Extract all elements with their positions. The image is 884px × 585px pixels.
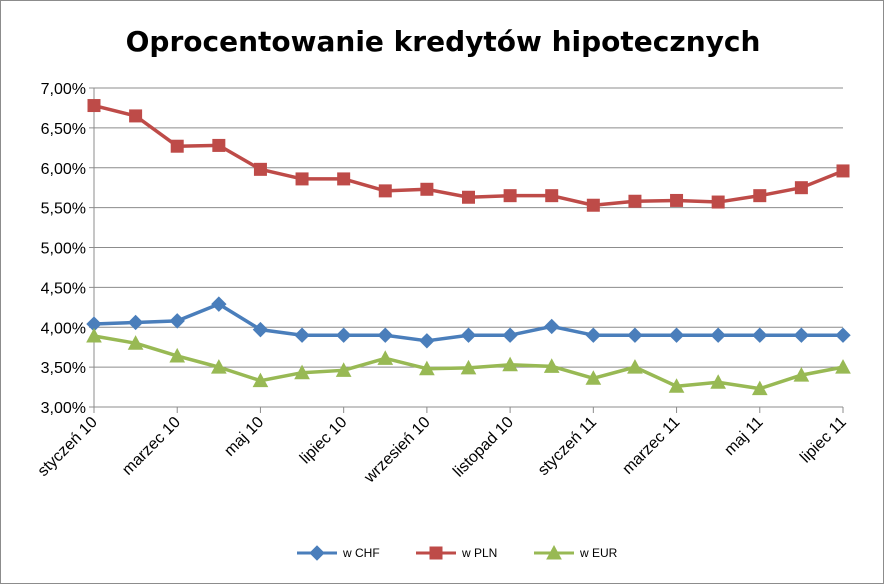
y-tick-label: 3,00% [41,400,86,417]
data-point [252,372,269,388]
data-point [129,109,143,123]
data-point [751,380,768,396]
legend-label: w EUR [579,546,618,560]
legend-item: w CHF [297,545,380,561]
data-point [212,138,226,152]
y-tick-label: 5,00% [41,241,86,258]
data-point [752,327,768,343]
legend-marker [429,546,443,560]
data-point [544,318,560,335]
data-point [169,347,186,363]
data-point [295,172,309,186]
y-tick-label: 5,50% [41,201,86,218]
data-point [127,335,144,350]
data-point [585,370,602,385]
data-point [627,359,643,374]
data-point [545,189,559,203]
data-point [628,194,642,208]
x-tick-label: listopad 10 [450,414,517,481]
y-tick-label: 6,50% [41,121,86,138]
data-point [586,198,600,212]
data-point [462,190,475,204]
data-point [170,139,184,153]
data-point [211,296,227,312]
data-point [377,350,394,365]
grid-layer [94,87,843,368]
legend-item: w EUR [534,544,618,560]
data-point [794,181,808,195]
data-point [710,327,726,343]
data-point [793,367,810,382]
y-tick-label: 4,50% [41,280,86,297]
x-tick-label: maj 11 [721,414,766,459]
data-point [503,189,517,203]
data-point [710,374,727,389]
legend-label: w CHF [342,546,380,560]
x-tick-label: lipiec 11 [797,414,850,467]
legend-item: w PLN [416,546,497,560]
y-tick-label: 3,50% [41,360,86,377]
series-line [93,103,844,207]
data-point [543,358,560,373]
data-point [210,359,227,374]
data-point [627,327,643,343]
data-point [294,364,310,380]
data-point [835,327,851,343]
series-2 [86,327,851,396]
x-tick-label: marzec 10 [119,414,184,479]
data-point [378,184,392,198]
data-point [169,313,185,329]
data-point [253,162,267,176]
data-point [419,333,435,349]
axes-layer: 3,00% 3,50% 4,00% 4,50% 5,00% 5,50% 6,00% 6,50%… [35,81,850,487]
data-point [793,327,810,343]
data-point [335,327,352,343]
data-point [670,193,684,207]
data-point [335,362,352,377]
data-point [711,195,725,209]
data-point [420,182,434,196]
x-tick-label: maj 10 [221,414,267,460]
data-point [252,321,269,338]
series-1 [87,99,850,212]
data-point [460,327,477,343]
data-point [668,378,685,393]
data-point [585,327,602,343]
data-point [835,359,851,374]
data-point [86,327,102,343]
series-0 [86,296,851,349]
data-point [127,314,144,331]
series-layer [86,99,851,396]
y-tick-label: 4,00% [41,320,86,337]
legend-label: w PLN [461,546,497,560]
data-point [836,164,850,178]
data-point [502,356,518,372]
x-tick-label: wrzesień 10 [361,414,434,487]
data-point [668,327,685,343]
y-tick-label: 7,00% [41,81,86,98]
data-point [337,172,351,186]
data-point [502,327,518,343]
data-point [460,359,477,375]
legend-marker [546,544,562,560]
x-tick-label: marzec 11 [619,414,683,478]
data-point [753,189,767,203]
x-tick-label: styczeń 11 [535,414,600,479]
x-tick-label: lipiec 10 [297,414,351,468]
legend: w CHF w PLN w EUR [297,544,618,561]
data-point [294,327,310,343]
data-point [377,327,393,343]
legend-marker [309,545,325,561]
data-point [87,99,101,113]
x-tick-label: styczeń 10 [35,414,101,480]
chart-title: Oprocentowanie kredytów hipotecznych [126,25,761,58]
y-tick-label: 6,00% [41,161,86,178]
data-point [419,360,435,376]
